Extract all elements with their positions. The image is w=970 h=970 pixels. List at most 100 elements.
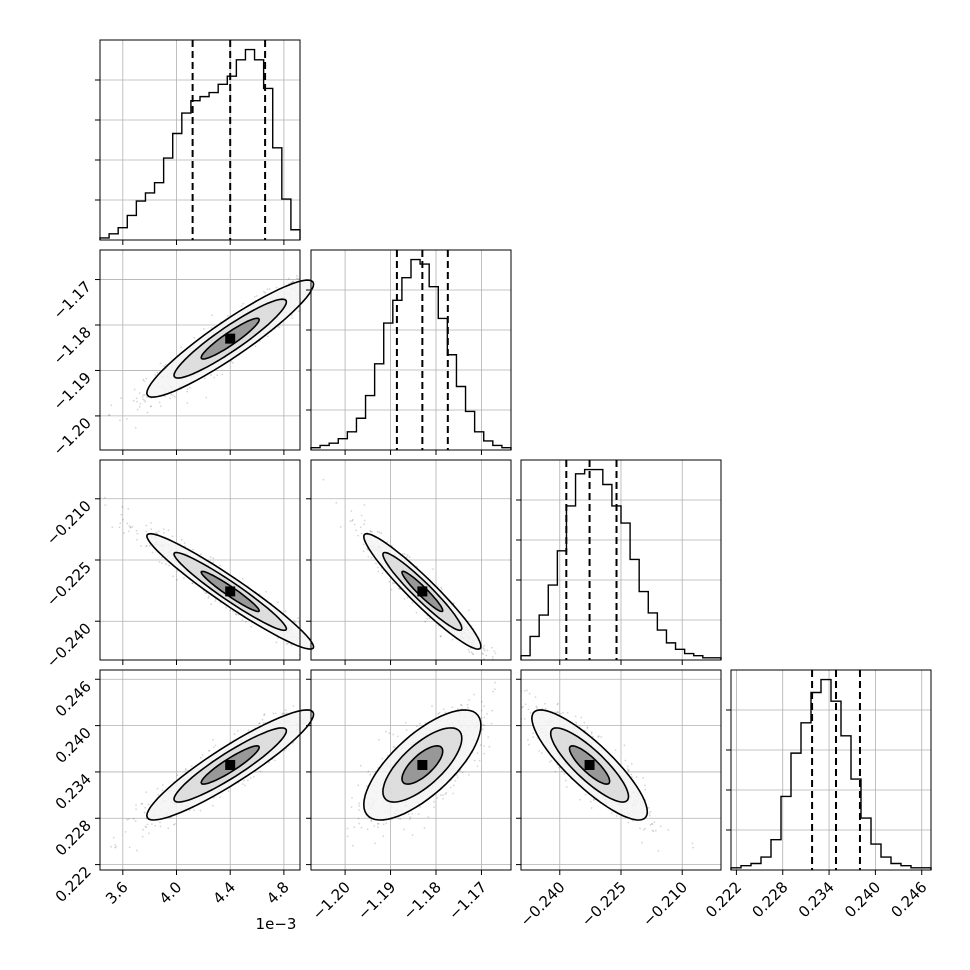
scatter-point: [232, 610, 235, 613]
scatter-point: [362, 550, 365, 553]
scatter-point: [121, 506, 124, 508]
scatter-point: [210, 374, 213, 376]
scatter-point: [159, 821, 161, 824]
scatter-point: [648, 807, 650, 809]
scatter-point: [408, 556, 411, 559]
scatter-point: [150, 522, 152, 524]
scatter-point: [444, 711, 447, 714]
scatter-point: [449, 786, 452, 789]
scatter-point: [461, 771, 464, 774]
scatter-point: [142, 398, 145, 401]
scatter-point: [143, 380, 146, 383]
y-tick-label: 0.222: [52, 863, 95, 906]
scatter-point: [470, 651, 473, 654]
scatter-point: [241, 783, 244, 785]
scatter-point: [261, 718, 264, 721]
scatter-point: [399, 588, 401, 590]
scatter-point: [114, 846, 117, 849]
y-tick-label: −0.210: [43, 497, 95, 549]
scatter-point: [346, 835, 349, 838]
scatter-point: [258, 722, 260, 725]
scatter-point: [212, 557, 215, 560]
scatter-point: [485, 654, 488, 657]
scatter-point: [478, 759, 481, 762]
scatter-point: [277, 601, 279, 604]
y-tick-label: −1.18: [50, 323, 95, 368]
scatter-point: [296, 274, 298, 277]
scatter-point: [367, 556, 370, 558]
scatter-point: [382, 823, 385, 826]
scatter-point: [161, 784, 164, 786]
scatter-point: [486, 649, 489, 652]
scatter-point: [493, 650, 496, 652]
scatter-point: [228, 609, 231, 612]
scatter-point: [171, 535, 174, 538]
scatter-point: [159, 825, 162, 828]
scatter-point: [623, 744, 626, 747]
scatter-point: [467, 609, 470, 612]
scatter-point: [483, 658, 485, 660]
scatter-point: [132, 818, 135, 820]
panel-2-0: [95, 459, 315, 665]
scatter-point: [526, 689, 528, 692]
scatter-point: [433, 800, 435, 803]
scatter-point: [227, 790, 230, 792]
scatter-point: [351, 797, 353, 799]
scatter-point: [424, 620, 426, 623]
scatter-point: [559, 712, 562, 715]
scatter-point: [468, 699, 471, 701]
scatter-point: [204, 592, 207, 594]
scatter-point: [381, 757, 384, 760]
scatter-point: [108, 414, 111, 416]
scatter-point: [120, 397, 122, 400]
scatter-point: [641, 841, 643, 844]
panel-1-0: [95, 249, 315, 455]
scatter-point: [357, 784, 360, 787]
scatter-point: [350, 510, 353, 512]
scatter-point: [486, 713, 488, 715]
scatter-point: [184, 768, 187, 770]
scatter-point: [527, 739, 529, 741]
scatter-point: [369, 773, 372, 776]
scatter-point: [234, 612, 237, 615]
scatter-point: [291, 317, 293, 319]
scatter-point: [173, 396, 176, 398]
scatter-point: [263, 714, 265, 716]
scatter-point: [176, 774, 179, 777]
scatter-point: [377, 566, 379, 569]
panel-3-1: [306, 669, 512, 875]
scatter-point: [233, 733, 236, 736]
scatter-point: [284, 709, 287, 712]
scatter-point: [297, 277, 300, 280]
scatter-point: [211, 314, 213, 317]
scatter-point: [168, 564, 170, 567]
scatter-point: [140, 545, 142, 547]
scatter-point: [411, 834, 414, 836]
scatter-point: [127, 530, 130, 533]
scatter-point: [403, 828, 405, 831]
scatter-point: [290, 314, 293, 316]
y-tick-label: 0.246: [52, 677, 95, 720]
scatter-point: [128, 846, 131, 849]
scatter-point: [200, 553, 202, 556]
scatter-point: [208, 595, 210, 598]
y-tick-label: −0.225: [43, 558, 95, 610]
scatter-point: [262, 722, 265, 724]
scatter-point: [453, 784, 455, 787]
scatter-point: [386, 541, 388, 544]
scatter-point: [642, 776, 645, 779]
contour-level-1: [145, 532, 315, 650]
scatter-point: [143, 811, 146, 814]
scatter-point: [133, 388, 136, 391]
scatter-point: [112, 836, 115, 839]
scatter-point: [148, 832, 150, 835]
scatter-point: [335, 501, 338, 504]
x-tick-label: 4.0: [156, 878, 186, 908]
scatter-point: [201, 754, 204, 756]
scatter-point: [390, 588, 393, 591]
scatter-point: [431, 705, 433, 708]
scatter-point: [649, 810, 652, 813]
scatter-point: [176, 579, 179, 581]
scatter-point: [118, 526, 121, 529]
scatter-point: [358, 809, 360, 811]
